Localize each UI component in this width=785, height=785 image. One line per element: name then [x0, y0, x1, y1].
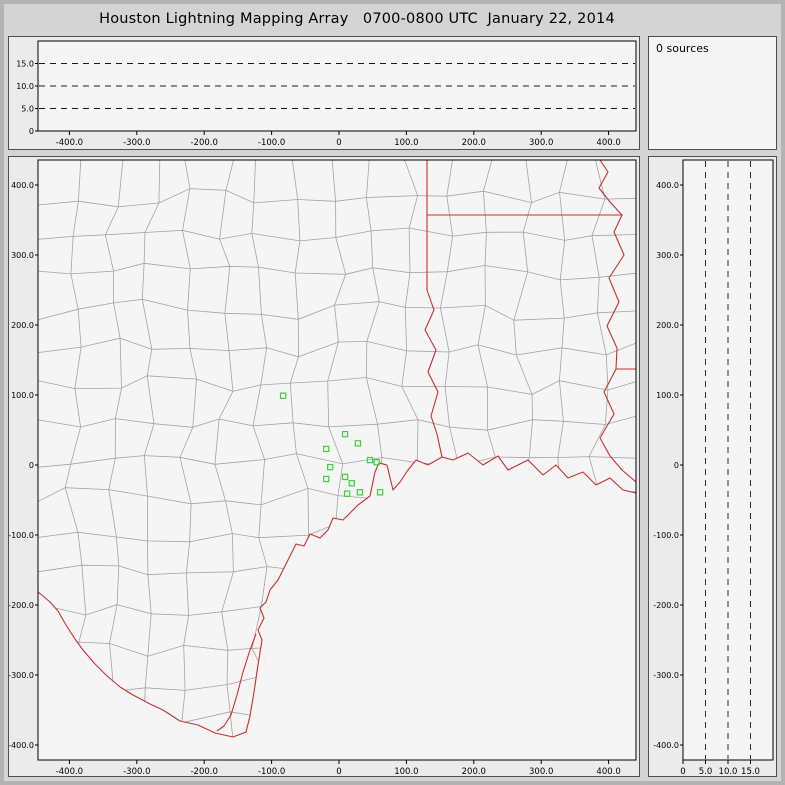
lma-station-marker — [323, 475, 330, 483]
lma-station-marker — [376, 489, 384, 496]
tick-label: 10.0 — [719, 767, 738, 776]
tick-label: -400.0 — [56, 138, 83, 148]
tick-label: 300.0 — [529, 138, 553, 148]
lma-station-marker — [366, 456, 374, 464]
tick-label: 300.0 — [656, 251, 679, 260]
tick-label: 400.0 — [596, 138, 620, 148]
tick-label: 0 — [29, 461, 34, 470]
state-boundary — [598, 160, 636, 483]
tick-label: 200.0 — [462, 138, 486, 148]
lma-station-marker — [341, 473, 349, 481]
tick-label: 0 — [336, 138, 341, 148]
tick-label: 400.0 — [656, 181, 679, 190]
panel-plan-view-map: 400.0 300.0 200.0 100.0 0 -100.0 -200.0 -300.0 -… — [8, 156, 640, 777]
panel-source-histogram: 0 sources — [648, 36, 777, 150]
tick-label: 300.0 — [11, 251, 34, 260]
state-boundary — [424, 160, 443, 458]
lma-station-marker — [348, 480, 356, 487]
tick-label: 200.0 — [462, 767, 486, 776]
tick-label: -200.0 — [9, 601, 34, 610]
lma-station-marker — [373, 459, 380, 466]
tick-label: -100.0 — [9, 531, 34, 540]
lma-station-marker — [354, 440, 362, 447]
tick-label: -300.0 — [653, 671, 679, 680]
tick-label: 0 — [680, 767, 685, 776]
state-boundary — [216, 633, 257, 732]
state-boundary-lines — [38, 160, 636, 738]
page-title: Houston Lightning Mapping Array 0700-080… — [99, 11, 615, 27]
tick-label: 15.0 — [16, 60, 34, 69]
tick-label: 100.0 — [394, 138, 418, 148]
lma-station-markers — [279, 392, 384, 497]
tick-label: -400.0 — [9, 741, 34, 750]
tick-label: 0 — [29, 127, 34, 136]
tick-label: 10.0 — [16, 82, 34, 91]
lma-station-marker — [341, 431, 349, 438]
tick-label: 100.0 — [11, 391, 34, 400]
state-boundary — [38, 452, 636, 738]
lma-station-marker — [327, 463, 334, 471]
tick-label: 200.0 — [11, 321, 34, 330]
lma-station-marker — [356, 489, 364, 496]
tick-label: 400.0 — [11, 181, 34, 190]
source-count-label: 0 sources — [656, 42, 709, 55]
tick-label: -300.0 — [123, 138, 150, 148]
panel-altitude-vs-northsouth: 0 5.0 10.0 15.0 400.0 300.0 200.0 100.0 0 -100.0 -… — [648, 156, 777, 777]
tick-label: 300.0 — [529, 767, 553, 776]
tick-label: 400.0 — [596, 767, 620, 776]
tick-label: -100.0 — [258, 767, 285, 776]
tick-label: 5.0 — [699, 767, 713, 776]
tick-label: -100.0 — [653, 531, 679, 540]
tick-label: -100.0 — [258, 138, 285, 148]
altitude-ew-plot[interactable]: 15.0 10.0 5.0 0 -400.0 -300.0 -200.0 -100.0 0 100… — [9, 37, 639, 149]
tick-label: 100.0 — [394, 767, 418, 776]
panel-altitude-vs-eastwest: 15.0 10.0 5.0 0 -400.0 -300.0 -200.0 -100.0 0 100… — [8, 36, 640, 150]
tick-label: 0 — [336, 767, 341, 776]
tick-label: 200.0 — [656, 321, 679, 330]
tick-label: -400.0 — [56, 767, 83, 776]
lma-station-marker — [279, 392, 287, 399]
altitude-ns-plot[interactable]: 0 5.0 10.0 15.0 400.0 300.0 200.0 100.0 0 -100.0 -… — [649, 157, 776, 776]
tick-label: 0 — [674, 461, 679, 470]
tick-label: 15.0 — [741, 767, 760, 776]
tick-label: 5.0 — [21, 105, 34, 114]
map-frame — [37, 159, 637, 761]
tick-label: -400.0 — [653, 741, 679, 750]
tick-label: -200.0 — [190, 767, 217, 776]
tick-label: -200.0 — [653, 601, 679, 610]
tick-label: -300.0 — [123, 767, 150, 776]
tick-label: -200.0 — [190, 138, 217, 148]
lma-station-marker — [323, 445, 330, 453]
lma-station-marker — [343, 490, 351, 497]
tick-label: -300.0 — [9, 671, 34, 680]
map-plot-area — [38, 160, 636, 760]
plan-view-plot[interactable]: 400.0 300.0 200.0 100.0 0 -100.0 -200.0 -300.0 -… — [9, 157, 639, 776]
tick-label: 100.0 — [656, 391, 679, 400]
